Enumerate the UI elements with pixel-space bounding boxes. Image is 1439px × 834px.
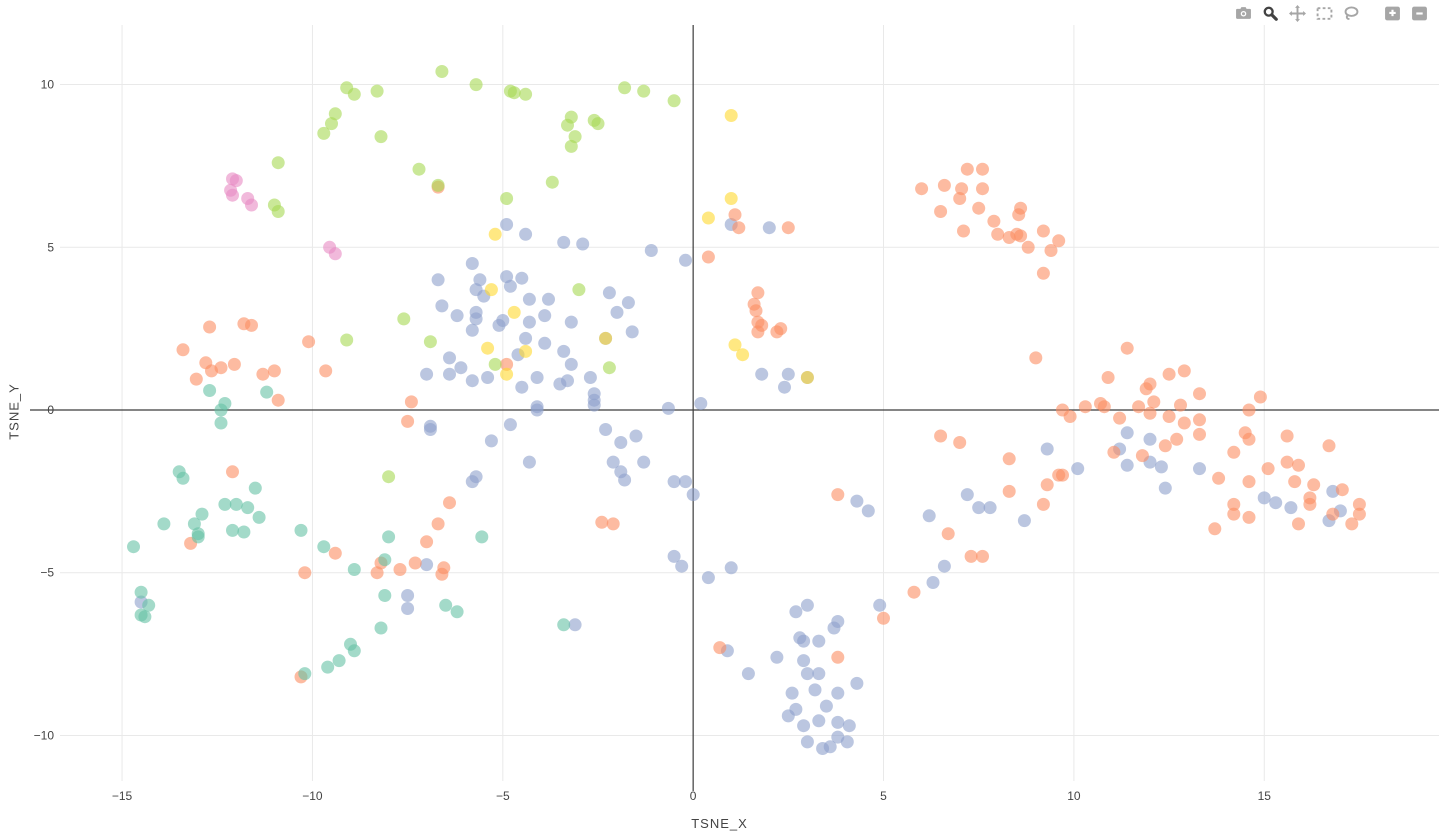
series-cluster-blue[interactable]: [134, 218, 1347, 755]
modebar-lasso-button[interactable]: [1338, 3, 1365, 24]
x-tick-label: 0: [690, 789, 697, 803]
lasso-icon: [1344, 6, 1359, 20]
pan-arrows-icon: [1289, 5, 1306, 22]
series-cluster-yellow[interactable]: [481, 109, 814, 384]
plus-icon: [1385, 6, 1400, 21]
series-cluster-green[interactable]: [267, 65, 681, 484]
modebar-zoom-out-button[interactable]: [1406, 3, 1433, 24]
x-tick-label: 10: [1067, 789, 1081, 803]
minus-icon: [1412, 6, 1427, 21]
x-tick-label: 5: [880, 789, 887, 803]
zerolines: [30, 25, 1439, 791]
modebar-box-select-button[interactable]: [1311, 3, 1338, 24]
series-cluster-pink[interactable]: [224, 172, 342, 261]
x-tick-label: −10: [302, 789, 323, 803]
camera-icon: [1236, 7, 1251, 19]
x-tick-label: 15: [1258, 789, 1272, 803]
modebar-zoom-in-button[interactable]: [1379, 3, 1406, 24]
y-axis-title: TSNE_Y: [6, 383, 22, 440]
series-cluster-orange[interactable]: [176, 162, 1366, 684]
gridlines: [60, 25, 1439, 781]
magnifier-icon: [1263, 6, 1278, 21]
y-tick-label: 0: [47, 403, 54, 417]
x-tick-label: −15: [112, 789, 133, 803]
tick-labels: −15 −10 −5 0 5 10 15 −10 −5 0 5 10: [34, 78, 1272, 803]
y-tick-label: −10: [34, 728, 55, 742]
x-axis-title: TSNE_X: [691, 816, 748, 831]
series-cluster-teal[interactable]: [127, 384, 571, 681]
modebar-pan-button[interactable]: [1284, 3, 1311, 24]
modebar-zoom-button[interactable]: [1257, 3, 1284, 24]
y-tick-label: −5: [40, 566, 54, 580]
modebar-download-plot-button[interactable]: [1230, 3, 1257, 24]
y-tick-label: 5: [47, 240, 54, 254]
y-tick-label: 10: [41, 78, 55, 92]
x-tick-label: −5: [496, 789, 510, 803]
plotly-modebar: [1230, 3, 1433, 24]
box-select-icon: [1316, 7, 1333, 20]
